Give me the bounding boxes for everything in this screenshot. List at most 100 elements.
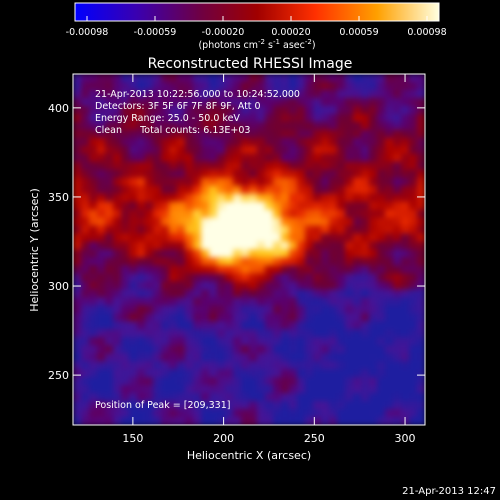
heatmap-cell xyxy=(313,177,322,187)
heatmap-cell xyxy=(169,361,178,370)
heatmap-cell xyxy=(161,225,170,235)
heatmap-cell xyxy=(337,273,346,283)
heatmap-cell xyxy=(209,393,218,402)
heatmap-cell xyxy=(369,329,378,338)
heatmap-cell xyxy=(273,417,282,425)
heatmap-cell xyxy=(169,257,178,267)
heatmap-cell xyxy=(169,201,178,211)
heatmap-cell xyxy=(345,121,354,131)
heatmap-cell xyxy=(313,89,322,99)
heatmap-cell xyxy=(369,321,378,330)
heatmap-cell xyxy=(401,409,410,418)
heatmap-cell xyxy=(393,153,402,163)
heatmap-cell xyxy=(105,377,114,386)
heatmap-cell xyxy=(321,393,330,402)
heatmap-cell xyxy=(225,113,234,123)
heatmap-cell xyxy=(217,289,226,298)
heatmap-cell xyxy=(377,209,386,219)
heatmap-cell xyxy=(353,241,362,251)
heatmap-cell xyxy=(297,233,306,243)
heatmap-cell xyxy=(97,217,106,227)
heatmap-cell xyxy=(393,385,402,394)
heatmap-cell xyxy=(377,129,386,139)
heatmap-cell xyxy=(233,145,242,155)
heatmap-cell xyxy=(281,193,290,203)
heatmap-cell xyxy=(81,169,90,179)
heatmap-cell xyxy=(297,401,306,410)
heatmap-cell xyxy=(297,209,306,219)
heatmap-cell xyxy=(313,121,322,131)
heatmap-cell xyxy=(305,217,314,227)
heatmap-cell xyxy=(249,273,258,283)
heatmap-cell xyxy=(345,209,354,219)
heatmap-cell xyxy=(217,321,226,330)
heatmap-cell xyxy=(361,201,370,211)
heatmap-cell xyxy=(81,217,90,227)
heatmap-cell xyxy=(129,209,138,219)
heatmap-cell xyxy=(81,241,90,251)
heatmap-cell xyxy=(345,105,354,115)
heatmap-cell xyxy=(409,233,418,243)
heatmap-cell xyxy=(105,89,114,99)
heatmap-cell xyxy=(289,169,298,179)
heatmap-cell xyxy=(353,297,362,306)
heatmap-cell xyxy=(329,321,338,330)
heatmap-cell xyxy=(377,401,386,410)
heatmap-cell xyxy=(217,401,226,410)
heatmap-cell xyxy=(273,177,282,187)
heatmap-cell xyxy=(105,169,114,179)
heatmap-cell xyxy=(89,225,98,235)
heatmap-cell xyxy=(393,74,402,83)
heatmap-cell xyxy=(177,137,186,147)
heatmap-cell xyxy=(233,97,242,107)
heatmap-cell xyxy=(409,249,418,259)
heatmap-cell xyxy=(241,401,250,410)
heatmap-cell xyxy=(161,385,170,394)
heatmap-cell xyxy=(321,137,330,147)
heatmap-cell xyxy=(241,233,250,243)
heatmap-cell xyxy=(153,241,162,251)
heatmap-cell xyxy=(233,74,242,83)
heatmap-cell xyxy=(297,161,306,171)
heatmap-cell xyxy=(289,177,298,187)
heatmap-cell xyxy=(113,225,122,235)
heatmap-cell xyxy=(321,265,330,275)
heatmap-cell xyxy=(145,289,154,298)
heatmap-cell xyxy=(105,241,114,251)
heatmap-cell xyxy=(305,329,314,338)
heatmap-cell xyxy=(409,113,418,123)
heatmap-cell xyxy=(297,137,306,147)
heatmap-cell xyxy=(241,193,250,203)
heatmap-cell xyxy=(145,273,154,283)
x-axis-label: Heliocentric X (arcsec) xyxy=(187,449,311,462)
heatmap-cell xyxy=(305,145,314,155)
heatmap-cell xyxy=(393,225,402,235)
heatmap-cell xyxy=(121,273,130,283)
heatmap-cell xyxy=(217,377,226,386)
heatmap-cell xyxy=(233,249,242,259)
heatmap-cell xyxy=(313,74,322,83)
heatmap-cell xyxy=(161,89,170,99)
heatmap-cell xyxy=(337,145,346,155)
heatmap-cell xyxy=(249,385,258,394)
heatmap-cell xyxy=(185,89,194,99)
heatmap-cell xyxy=(265,185,274,195)
heatmap-cell xyxy=(345,305,354,314)
heatmap-cell xyxy=(233,345,242,354)
heatmap-cell xyxy=(169,129,178,139)
heatmap-cell xyxy=(129,193,138,203)
heatmap-cell xyxy=(353,193,362,203)
heatmap-cell xyxy=(249,81,258,91)
heatmap-cell xyxy=(361,321,370,330)
colorbar-ticks: -0.00098 -0.00059 -0.00020 0.00020 0.00059 0.… xyxy=(66,16,447,38)
heatmap-cell xyxy=(121,225,130,235)
heatmap-cell xyxy=(177,89,186,99)
heatmap-cell xyxy=(185,193,194,203)
heatmap-cell xyxy=(273,153,282,163)
heatmap-cell xyxy=(369,193,378,203)
heatmap-cell xyxy=(193,225,202,235)
heatmap-cell xyxy=(105,401,114,410)
heatmap-cell xyxy=(361,97,370,107)
heatmap-cell xyxy=(225,209,234,219)
heatmap-cell xyxy=(273,409,282,418)
